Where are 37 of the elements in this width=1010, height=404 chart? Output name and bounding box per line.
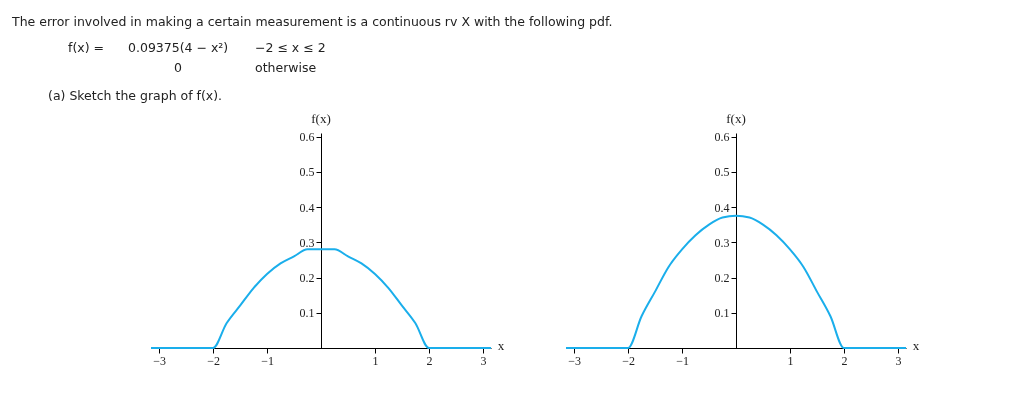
y-tick-label: 0.3 bbox=[714, 235, 730, 250]
text: otherwise bbox=[255, 60, 317, 75]
x-tick-label: −3 bbox=[153, 353, 166, 368]
text: −2 ≤ x ≤ 2 bbox=[255, 40, 326, 55]
y-tick-label: 0.5 bbox=[714, 165, 730, 180]
y-tick-label: 0.6 bbox=[714, 130, 730, 145]
x-tick-label: 2 bbox=[426, 353, 433, 368]
y-tick-label: 0.1 bbox=[299, 306, 315, 321]
text: 0.09375(4 − x²) bbox=[128, 40, 229, 55]
y-axis-title: f(x) bbox=[726, 111, 746, 126]
x-axis-title: x bbox=[912, 338, 920, 353]
chart-title: The error involved in making a certain measurement is a continuous rv X with the following pdf. bbox=[11, 14, 613, 29]
x-tick-label: 3 bbox=[895, 353, 902, 368]
y-tick-label: 0.4 bbox=[299, 200, 315, 215]
x-axis-title: x bbox=[497, 338, 505, 353]
x-tick-label: −2 bbox=[622, 353, 635, 368]
x-tick-label: 1 bbox=[787, 353, 794, 368]
line-series bbox=[565, 214, 907, 349]
text: 0 bbox=[174, 60, 183, 75]
y-tick-label: 0.2 bbox=[299, 271, 315, 286]
x-tick-label: −2 bbox=[207, 353, 220, 368]
y-tick-label: 0.3 bbox=[299, 235, 315, 250]
text: f(x) = bbox=[68, 40, 104, 55]
x-tick-label: 2 bbox=[841, 353, 848, 368]
x-tick-label: −1 bbox=[261, 353, 274, 368]
x-tick-label: 3 bbox=[480, 353, 487, 368]
x-tick-label: 1 bbox=[372, 353, 379, 368]
y-tick-label: 0.6 bbox=[299, 130, 315, 145]
text: (a) Sketch the graph of f(x). bbox=[48, 88, 223, 103]
y-tick-label: 0.4 bbox=[714, 200, 730, 215]
y-tick-label: 0.2 bbox=[714, 271, 730, 286]
x-tick-label: −1 bbox=[676, 353, 689, 368]
y-tick-label: 0.1 bbox=[714, 306, 730, 321]
y-tick-label: 0.5 bbox=[299, 165, 315, 180]
y-axis-title: f(x) bbox=[311, 111, 331, 126]
line-series bbox=[150, 248, 492, 349]
x-tick-label: −3 bbox=[568, 353, 581, 368]
